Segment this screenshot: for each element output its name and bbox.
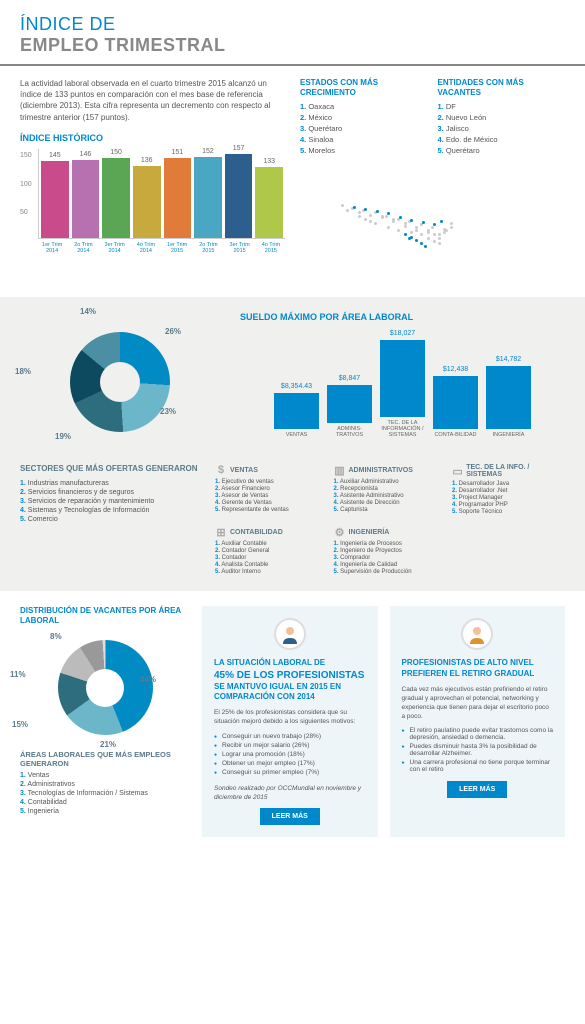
- section-3: DISTRIBUCIÓN DE VACANTES POR ÁREA LABORA…: [0, 591, 585, 852]
- card1-text: El 25% de los profesionistas considera q…: [214, 708, 366, 726]
- salary-title: SUELDO MÁXIMO POR ÁREA LABORAL: [240, 312, 565, 323]
- job-lists: $VENTAS1. Ejecutivo de ventas2. Asesor F…: [215, 464, 565, 576]
- gear-icon: ⚙: [334, 526, 346, 538]
- salary-chart: $8,354.43VENTAS$8,847ADMINIS-TRATIVOS$18…: [240, 328, 565, 438]
- laptop-icon: ▭: [452, 465, 463, 477]
- growth-list: 1. Oaxaca2. México3. Querétaro4. Sinaloa…: [300, 102, 428, 155]
- title-line1: ÍNDICE DE: [20, 14, 565, 35]
- leer-mas-button-2[interactable]: LEER MÁS: [447, 781, 507, 798]
- donut-chart-1: 26%23%19%18%14%: [20, 312, 220, 452]
- avatar-man-icon: [274, 618, 306, 650]
- mexico-map: [300, 165, 565, 285]
- card1-list: Conseguir un nuevo trabajo (28%)Recibir …: [214, 733, 366, 776]
- areas-title: ÁREAS LABORALES QUE MÁS EMPLEOS GENERARO…: [20, 750, 190, 768]
- card1-note: Sondeo realizado por OCCMundial en novie…: [214, 784, 366, 802]
- building-icon: ▥: [334, 464, 346, 476]
- header: ÍNDICE DE EMPLEO TRIMESTRAL: [0, 0, 585, 66]
- historico-chart: 50100150 145146150136151152157133 1er Tr…: [20, 149, 285, 259]
- card2-list: El retiro paulatino puede evitar trastor…: [402, 727, 554, 773]
- historico-title: ÍNDICE HISTÓRICO: [20, 133, 285, 143]
- growth-title: ESTADOS CON MÁS CRECIMIENTO: [300, 78, 428, 97]
- title-line2: EMPLEO TRIMESTRAL: [20, 35, 565, 56]
- section-1: La actividad laboral observada en el cua…: [0, 66, 585, 297]
- areas-list: 1. Ventas2. Administrativos3. Tecnología…: [20, 772, 190, 815]
- section-2: 26%23%19%18%14% SUELDO MÁXIMO POR ÁREA L…: [0, 297, 585, 591]
- dollar-icon: $: [215, 464, 227, 476]
- offers-list: 1. Industrias manufactureras2. Servicios…: [20, 480, 200, 523]
- card2-title: PROFESIONISTAS DE ALTO NIVEL PREFIEREN E…: [402, 658, 554, 679]
- donut-chart-2: 44%21%15%11%8%: [20, 640, 190, 735]
- calc-icon: ⊞: [215, 526, 227, 538]
- avatar-senior-icon: [461, 618, 493, 650]
- offers-title: SECTORES QUE MÁS OFERTAS GENERARON: [20, 464, 200, 474]
- card1-title: LA SITUACIÓN LABORAL DE 45% DE LOS PROFE…: [214, 658, 366, 702]
- card-1: LA SITUACIÓN LABORAL DE 45% DE LOS PROFE…: [202, 606, 378, 837]
- vacancies-title: ENTIDADES CON MÁS VACANTES: [438, 78, 566, 97]
- dist-title: DISTRIBUCIÓN DE VACANTES POR ÁREA LABORA…: [20, 606, 190, 625]
- vacancies-list: 1. DF2. Nuevo León3. Jalisco4. Edo. de M…: [438, 102, 566, 155]
- card-2: PROFESIONISTAS DE ALTO NIVEL PREFIEREN E…: [390, 606, 566, 837]
- card2-text: Cada vez más ejecutivos están prefiriend…: [402, 685, 554, 721]
- leer-mas-button-1[interactable]: LEER MÁS: [260, 808, 320, 825]
- intro-text: La actividad laboral observada en el cua…: [20, 78, 285, 123]
